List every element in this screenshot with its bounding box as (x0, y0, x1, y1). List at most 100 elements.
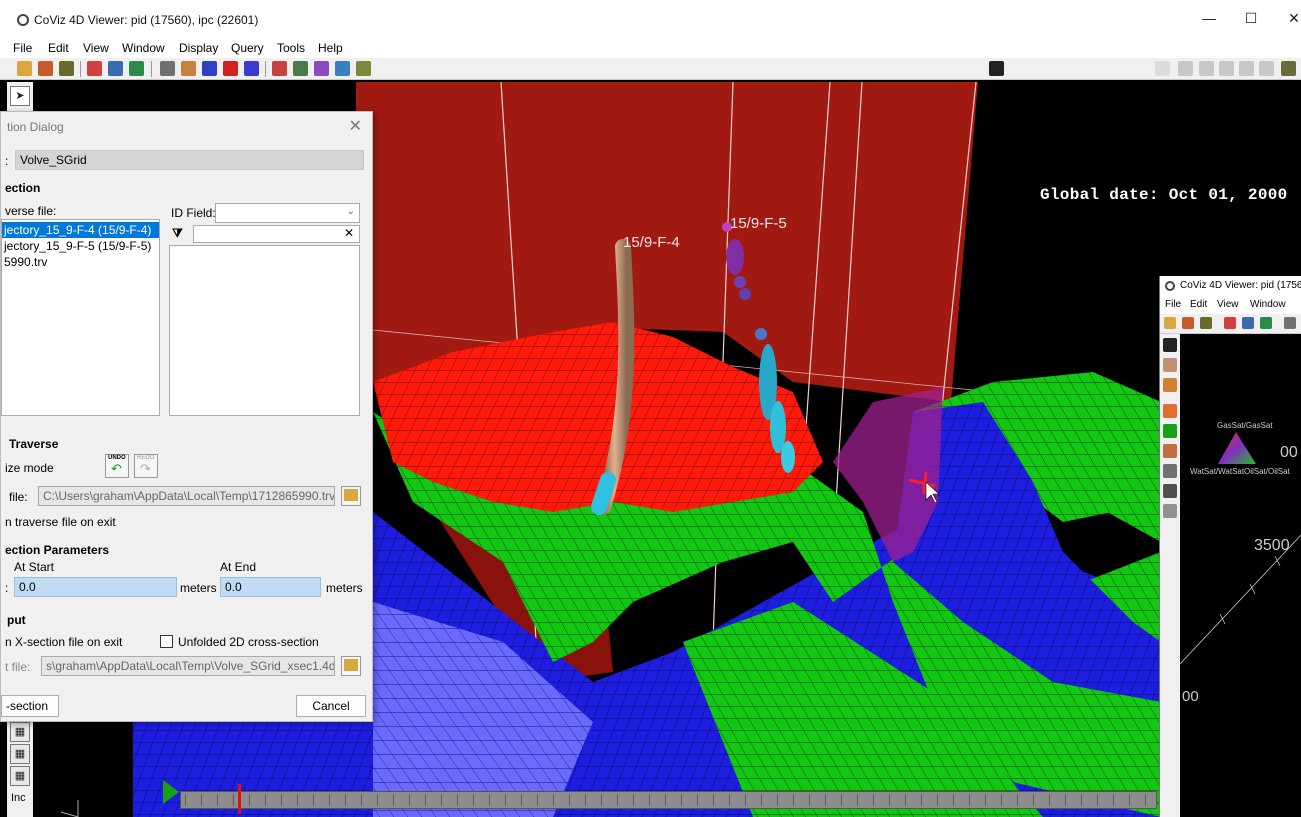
settings-icon[interactable] (1281, 61, 1296, 76)
timeline-tick (873, 794, 874, 806)
surface-icon[interactable] (129, 61, 144, 76)
menu-window[interactable]: Window (1250, 299, 1286, 310)
menu-file[interactable]: File (1165, 299, 1182, 310)
timeline-tick (1129, 794, 1130, 806)
play-forward-icon[interactable] (1239, 61, 1254, 76)
menu-edit[interactable]: Edit (48, 41, 69, 55)
angle-icon[interactable] (223, 61, 238, 76)
target-icon[interactable] (1163, 404, 1177, 418)
pointer-tool-icon[interactable] (202, 61, 217, 76)
timeline-start-arrow-icon[interactable] (163, 780, 179, 804)
speed-stepper-icon[interactable] (1259, 61, 1274, 76)
zoom-x-icon[interactable]: ▦ (10, 722, 30, 742)
house-icon[interactable] (1163, 444, 1177, 458)
layers-icon[interactable] (1284, 317, 1296, 329)
zoom-y-icon[interactable]: ▦ (10, 744, 30, 764)
column-icon[interactable] (1163, 504, 1177, 518)
well-icon[interactable] (1242, 317, 1254, 329)
filter-input[interactable] (193, 225, 360, 243)
zoom-z-icon[interactable]: ▦ (10, 766, 30, 786)
unfolded-checkbox[interactable] (160, 635, 173, 648)
menu-help[interactable]: Help (318, 41, 343, 55)
open-folder-icon[interactable] (17, 61, 32, 76)
menu-view[interactable]: View (83, 41, 109, 55)
hand-icon[interactable] (1163, 358, 1177, 372)
table-icon[interactable] (293, 61, 308, 76)
paint-icon[interactable] (181, 61, 196, 76)
surface-icon[interactable] (1260, 317, 1272, 329)
transform-icon[interactable] (1163, 484, 1177, 498)
second-window-viewport[interactable]: GasSat/GasSat WatSat/WatSat OilSat/OilSa… (1180, 334, 1301, 817)
load-data-icon[interactable] (38, 61, 53, 76)
menu-tools[interactable]: Tools (277, 41, 306, 55)
open-folder-icon[interactable] (1164, 317, 1176, 329)
folder-icon (344, 489, 358, 501)
traverse-file-path-field[interactable]: C:\Users\graham\AppData\Local\Temp\17128… (38, 486, 335, 506)
menu-query[interactable]: Query (231, 41, 264, 55)
id-field-select[interactable]: ⌄ (215, 203, 360, 223)
timeline-tick (233, 794, 234, 806)
create-section-button[interactable]: -section (1, 695, 59, 717)
grid-icon[interactable] (87, 61, 102, 76)
timeline-tick (649, 794, 650, 806)
end-distance-input[interactable]: 0.0 (220, 577, 321, 597)
dialog-close-button[interactable]: ✕ (348, 118, 362, 135)
filter-clear-icon[interactable]: ✕ (344, 226, 355, 240)
redo-button[interactable]: REDO ↷ (134, 454, 158, 478)
close-button[interactable]: ✕ (1288, 10, 1300, 26)
menu-window[interactable]: Window (122, 41, 165, 55)
ternary-left-label: WatSat/WatSat (1190, 467, 1245, 476)
menu-display[interactable]: Display (179, 41, 219, 55)
cancel-button[interactable]: Cancel (296, 695, 366, 717)
timeline-tick (777, 794, 778, 806)
pencil-icon[interactable] (1163, 424, 1177, 438)
start-distance-input[interactable]: 0.0 (14, 577, 177, 597)
minimize-button[interactable]: — (1202, 10, 1216, 26)
play-back-icon[interactable] (1219, 61, 1234, 76)
cross-section-icon[interactable] (272, 61, 287, 76)
timeline-slider[interactable] (180, 784, 1157, 814)
id-value-list[interactable] (169, 245, 360, 416)
layers-icon[interactable] (1163, 464, 1177, 478)
menu-view[interactable]: View (1217, 299, 1239, 310)
browse-traverse-file-button[interactable] (341, 486, 361, 506)
select-arrow-icon[interactable]: ➤ (10, 86, 30, 106)
select-arrow-icon[interactable] (1163, 338, 1177, 352)
dropdown-icon[interactable] (1155, 61, 1170, 76)
timeline-tick (841, 794, 842, 806)
list-item[interactable]: 5990.trv (4, 255, 48, 269)
browse-output-file-button[interactable] (341, 656, 361, 676)
step-back-icon[interactable] (1199, 61, 1214, 76)
flask-icon[interactable] (244, 61, 259, 76)
timeline-tick (377, 794, 378, 806)
main-toolbar (0, 58, 1301, 80)
timeline-tick (1033, 794, 1034, 806)
menu-file[interactable]: File (13, 41, 33, 55)
save-icon[interactable] (1200, 317, 1212, 329)
timeline-tick (665, 794, 666, 806)
output-file-path-field[interactable]: s\graham\AppData\Local\Temp\Volve_SGrid_… (41, 656, 335, 676)
timeline-current-marker[interactable] (238, 784, 241, 814)
list-item[interactable]: jectory_15_9-F-4 (15/9-F-4) (2, 222, 159, 238)
timeline-tick (937, 794, 938, 806)
traverse-file-list[interactable]: jectory_15_9-F-4 (15/9-F-4) jectory_15_9… (1, 219, 160, 416)
save-icon[interactable] (59, 61, 74, 76)
camera-icon[interactable] (989, 61, 1004, 76)
well-icon[interactable] (108, 61, 123, 76)
histogram-icon[interactable] (314, 61, 329, 76)
load-data-icon[interactable] (1182, 317, 1194, 329)
cube-icon[interactable] (356, 61, 371, 76)
grid-icon[interactable] (1224, 317, 1236, 329)
layers-icon[interactable] (160, 61, 175, 76)
text-tool-icon[interactable] (1163, 378, 1177, 392)
undo-button[interactable]: UNDO ↶ (105, 454, 129, 478)
timeline-tick (313, 794, 314, 806)
menu-edit[interactable]: Edit (1190, 299, 1208, 310)
skip-back-icon[interactable] (1178, 61, 1193, 76)
timeline-tick (1049, 794, 1050, 806)
timeline-tick (809, 794, 810, 806)
list-item[interactable]: jectory_15_9-F-5 (15/9-F-5) (4, 239, 152, 253)
line-tool-icon[interactable] (335, 61, 350, 76)
timeline-tick (681, 794, 682, 806)
maximize-button[interactable]: ☐ (1244, 10, 1258, 26)
